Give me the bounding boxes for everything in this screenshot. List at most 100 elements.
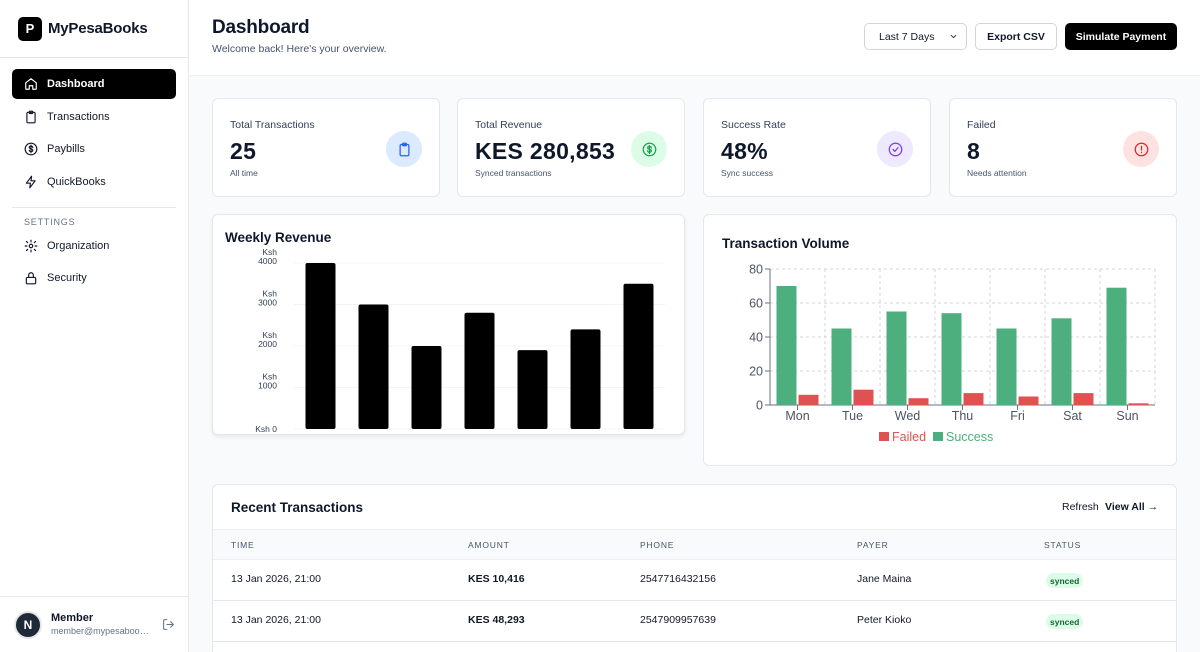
- bar-thu: [464, 312, 495, 429]
- y-tick-label: 60: [749, 297, 763, 311]
- stat-note: Needs attention: [967, 168, 1027, 178]
- sidebar-item-label: Security: [47, 272, 87, 284]
- stat-card-failed: Failed 8 Needs attention: [949, 98, 1177, 197]
- bar-failed-sat: [1073, 393, 1094, 405]
- simulate-payment-button[interactable]: Simulate Payment: [1065, 23, 1177, 50]
- clipboard-icon: [26, 110, 36, 123]
- date-range-select[interactable]: Last 7 Days: [864, 23, 967, 50]
- sidebar-item-transactions[interactable]: Transactions: [12, 102, 176, 132]
- stat-value: 8: [967, 138, 981, 164]
- chevron-down-icon: [950, 34, 957, 39]
- cell-payer: Jane Maina: [857, 573, 912, 585]
- bar-success-sat: [1051, 318, 1072, 405]
- chart-title: Transaction Volume: [722, 236, 850, 251]
- bar-success-fri: [996, 328, 1017, 405]
- app-name: MyPesaBooks: [48, 20, 148, 37]
- x-tick-label: Sat: [1063, 409, 1082, 423]
- check-circle-icon: [888, 142, 902, 156]
- sidebar-item-organization[interactable]: Organization: [12, 231, 176, 261]
- stat-icon-badge: [1123, 131, 1159, 167]
- bar-success-sun: [1106, 287, 1127, 405]
- stat-note: Sync success: [721, 168, 773, 178]
- x-tick-label: Thu: [952, 409, 974, 423]
- recent-transactions-card: Recent Transactions Refresh View All → T…: [212, 484, 1177, 652]
- sidebar-item-security[interactable]: Security: [12, 263, 176, 293]
- table-row[interactable]: 13 Jan 2026, 21:00 KES 48,293 2547909957…: [213, 601, 1176, 642]
- stat-value: 25: [230, 138, 257, 164]
- sidebar: P MyPesaBooks Dashboard Transactions Pay…: [0, 0, 189, 652]
- x-tick-label: Wed: [895, 409, 921, 423]
- cell-payer: Peter Kioko: [857, 614, 912, 626]
- cell-amount: KES 48,293: [468, 614, 525, 626]
- cell-time: 13 Jan 2026, 21:00: [231, 614, 321, 626]
- sidebar-item-dashboard[interactable]: Dashboard: [12, 69, 176, 99]
- bar-wed: [411, 346, 442, 429]
- bar-fri: [517, 350, 548, 429]
- page-subtitle: Welcome back! Here's your overview.: [212, 43, 387, 55]
- y-tick-prefix: Ksh: [262, 289, 277, 299]
- bar-mon: [305, 263, 336, 429]
- y-tick-label: 80: [749, 263, 763, 277]
- status-badge: synced: [1046, 614, 1084, 629]
- bar-tue: [358, 304, 389, 429]
- bar-sun: [623, 283, 654, 429]
- column-header-phone[interactable]: PHONE: [640, 540, 675, 550]
- stat-value: KES 280,853: [475, 138, 616, 164]
- lock-icon: [25, 272, 37, 285]
- column-header-amount[interactable]: AMOUNT: [468, 540, 510, 550]
- stat-card-total-transactions: Total Transactions 25 All time: [212, 98, 440, 197]
- cell-phone: 2547909957639: [640, 614, 716, 626]
- y-tick-label: 20: [749, 365, 763, 379]
- status-badge: synced: [1046, 573, 1084, 588]
- legend-swatch-success: [933, 432, 943, 441]
- y-tick-label: 40: [749, 331, 763, 345]
- y-tick-label: Ksh 0: [255, 424, 277, 434]
- chart-title: Weekly Revenue: [225, 230, 332, 245]
- y-tick-label: 2000: [258, 339, 277, 349]
- legend-label-failed: Failed: [892, 430, 926, 444]
- sidebar-item-label: QuickBooks: [47, 175, 106, 188]
- table-row[interactable]: 13 Jan 2026, 21:00 KES 10,416 2547716432…: [213, 560, 1176, 601]
- cell-time: 13 Jan 2026, 21:00: [231, 573, 321, 585]
- bar-failed-mon: [798, 394, 819, 405]
- column-header-payer[interactable]: PAYER: [857, 540, 889, 550]
- y-tick-label: 4000: [258, 256, 277, 266]
- x-tick-label: Mon: [785, 409, 809, 423]
- table-header: TIME AMOUNT PHONE PAYER STATUS: [213, 529, 1176, 560]
- column-header-status[interactable]: STATUS: [1044, 540, 1082, 550]
- user-name: Member: [51, 611, 94, 624]
- logout-icon[interactable]: [162, 618, 175, 631]
- y-tick-prefix: Ksh: [262, 330, 277, 340]
- x-tick-label: Sun: [1116, 409, 1138, 423]
- stat-card-success-rate: Success Rate 48% Sync success: [703, 98, 931, 197]
- column-header-time[interactable]: TIME: [231, 540, 255, 550]
- x-tick-label: Fri: [1010, 409, 1025, 423]
- page-title: Dashboard: [212, 17, 310, 38]
- stat-label: Failed: [967, 119, 996, 131]
- sidebar-item-label: Paybills: [47, 143, 85, 155]
- y-tick-prefix: Ksh: [262, 372, 277, 382]
- section-title: Recent Transactions: [231, 500, 364, 515]
- clipboard-icon: [399, 142, 409, 156]
- bar-failed-fri: [1018, 396, 1039, 405]
- refresh-button[interactable]: Refresh: [1062, 501, 1099, 513]
- alert-circle-icon: [1134, 142, 1148, 156]
- brand[interactable]: P MyPesaBooks: [0, 0, 188, 58]
- sidebar-item-label: Dashboard: [47, 78, 105, 90]
- view-all-link[interactable]: View All →: [1105, 501, 1159, 513]
- stat-icon-badge: [386, 131, 422, 167]
- sidebar-item-label: Organization: [47, 239, 110, 252]
- y-tick-label: 1000: [258, 381, 277, 391]
- stat-label: Success Rate: [721, 119, 786, 131]
- dollar-circle-icon: [642, 142, 656, 156]
- sidebar-item-paybills[interactable]: Paybills: [12, 134, 176, 164]
- export-csv-button[interactable]: Export CSV: [975, 23, 1057, 50]
- transaction-volume-card: Transaction Volume 0 20 40 60 80 Mon Tue Wed Thu…: [703, 214, 1177, 466]
- nav-divider: [12, 206, 176, 208]
- y-tick-label: 0: [756, 399, 763, 413]
- bar-sat: [570, 329, 601, 429]
- main-nav: Dashboard Transactions Paybills QuickBoo…: [0, 58, 188, 293]
- user-profile[interactable]: N Member member@mypesabooks.com: [0, 596, 188, 652]
- sidebar-item-quickbooks[interactable]: QuickBooks: [12, 167, 176, 197]
- bar-success-tue: [831, 328, 852, 405]
